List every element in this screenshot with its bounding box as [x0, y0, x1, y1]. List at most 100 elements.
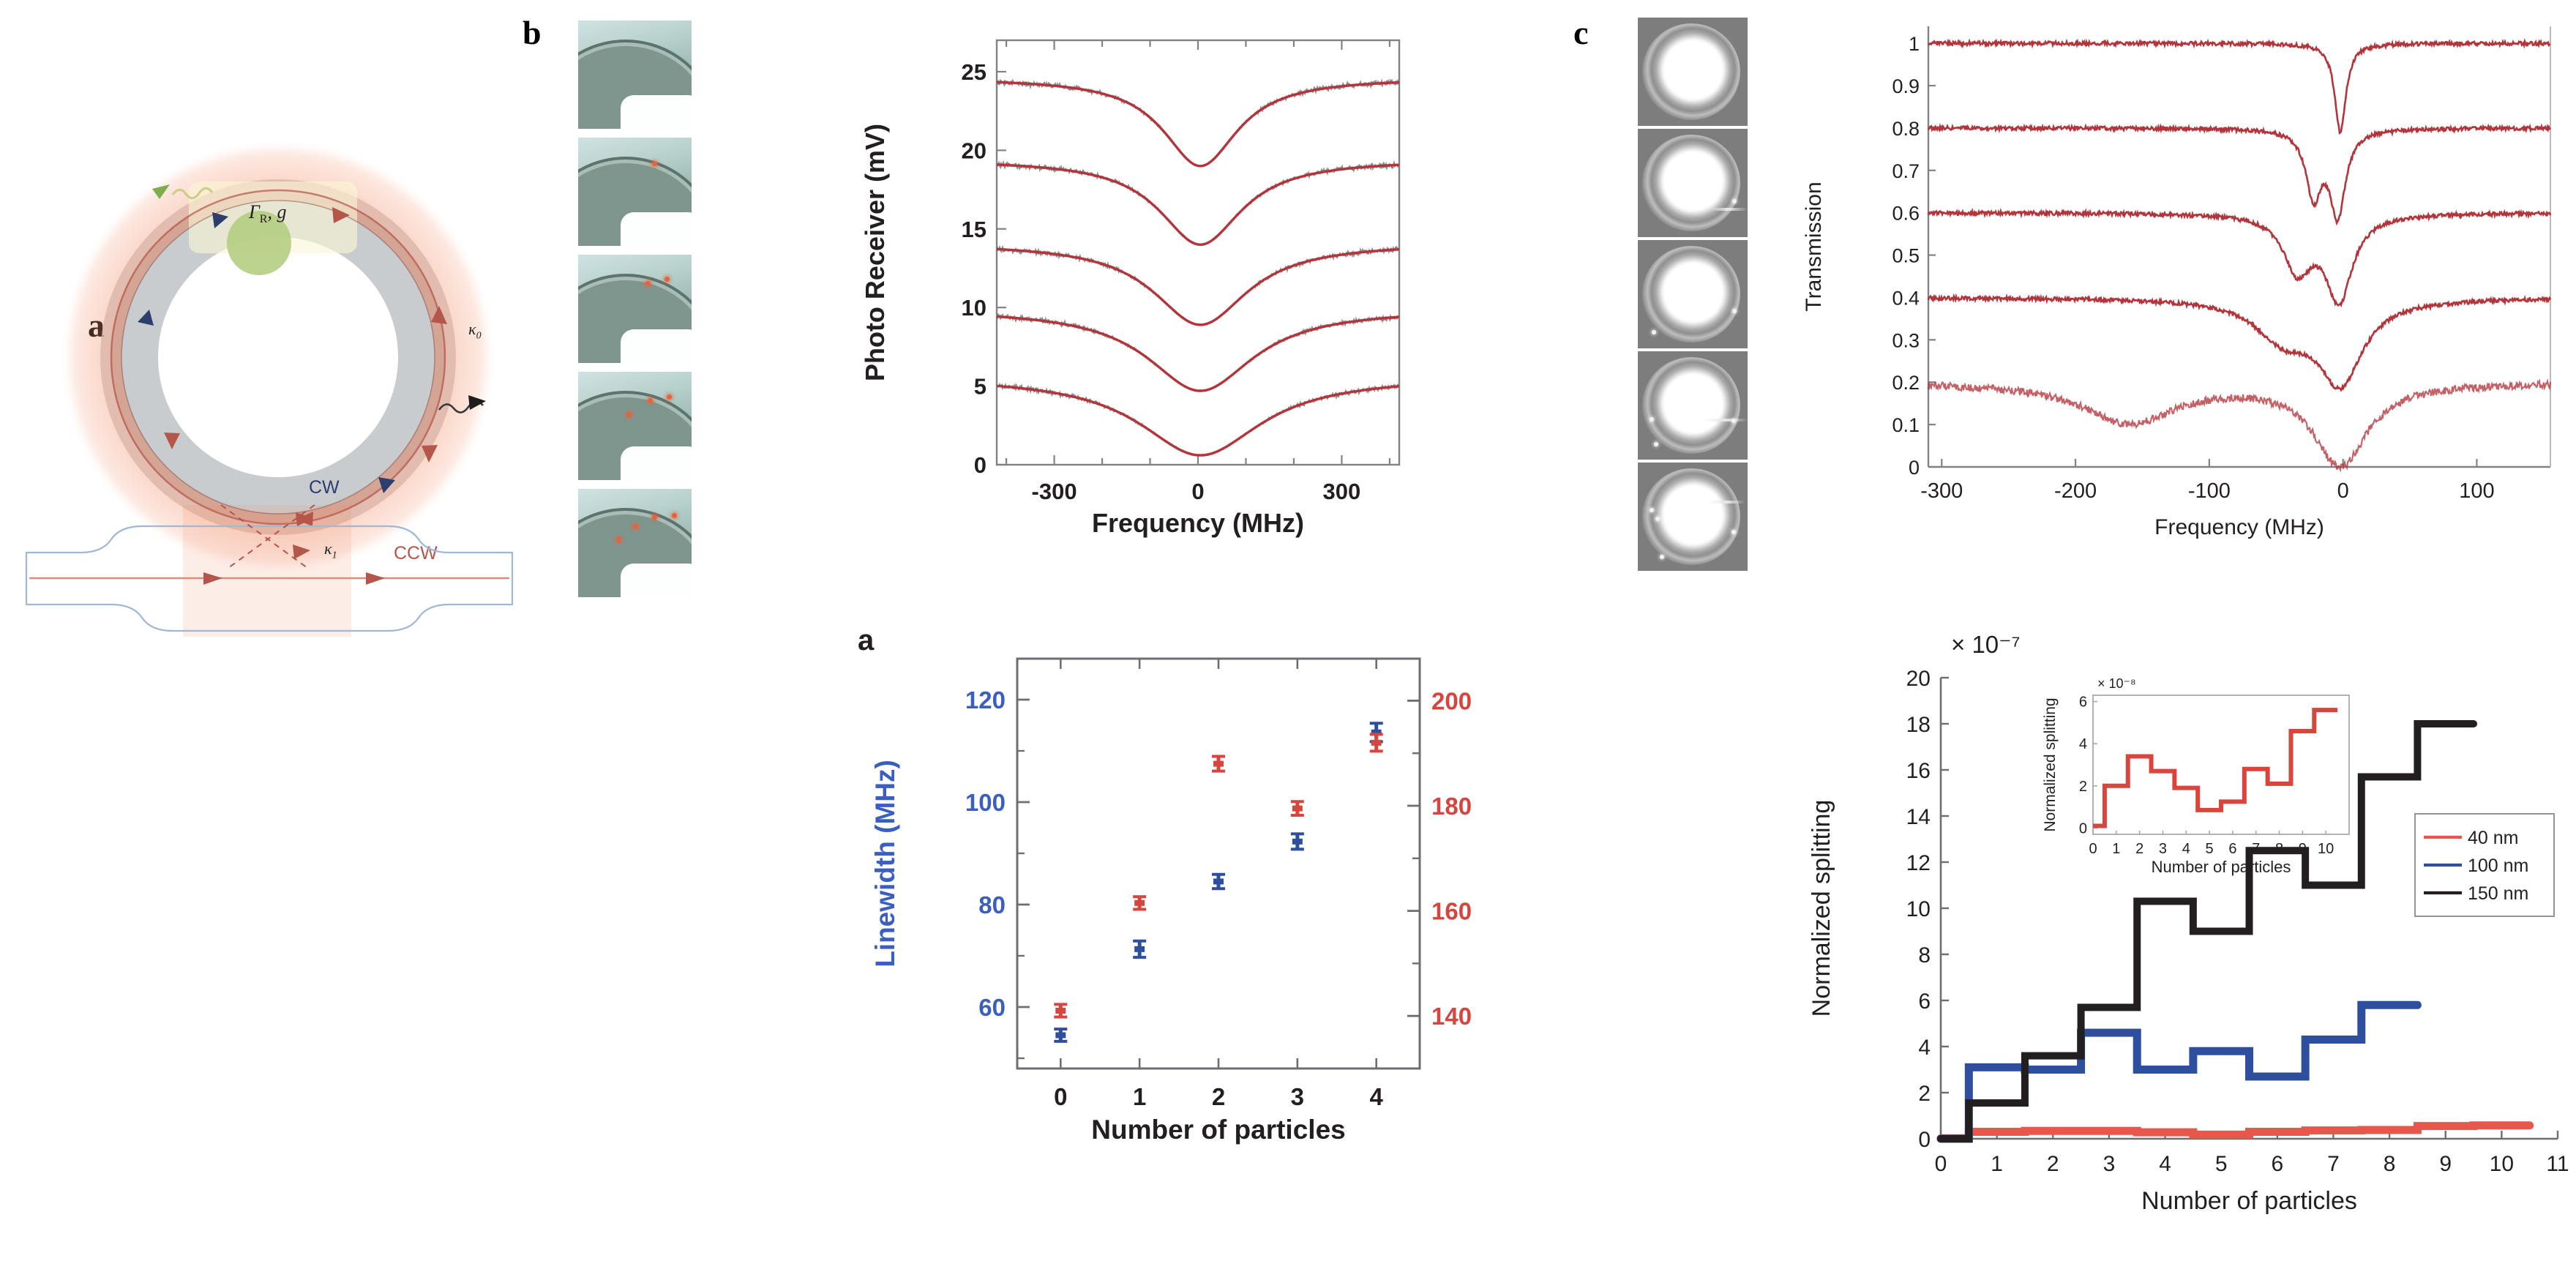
panel-a-vector-overlay [25, 184, 514, 632]
scatterer-particle [616, 537, 621, 542]
cw-arrowheads [138, 212, 395, 493]
legend-label: 100 nm [2468, 856, 2528, 876]
y-tick-label: 20 [1906, 667, 1931, 691]
gamma-g-label: ΓR, g [249, 201, 286, 226]
microtoroid-halo [1642, 23, 1740, 120]
inset-x-tick-label: 2 [2135, 841, 2143, 857]
y-tick-label: 10 [962, 295, 986, 321]
kappa1-label: κ1 [324, 539, 337, 561]
panel-b-microscope-image [578, 489, 692, 597]
panel-c-letter: c [1573, 14, 1589, 51]
splitting-step-40-nm [1936, 1121, 2534, 1142]
y-axis-title: Normalized splitting [1808, 800, 1835, 1017]
y-axis-exponent: × 10⁻⁷ [1951, 631, 2021, 658]
photo-receiver-fit-trace [996, 384, 1399, 457]
scatterer-particle [667, 394, 672, 400]
normalized-splitting-chart: × 10⁻⁷ 0 2 4 6 8 10 12 14 16 18 20 0 1 2 3 4 5 6 7 8 9 10 11 Num… [1771, 607, 2576, 1276]
plot-frame [995, 39, 1401, 466]
left-y-tick-label: 80 [978, 891, 1006, 918]
y-tick-label: 10 [1906, 897, 1931, 921]
transmission-trace [1927, 378, 2552, 473]
panel-b-microscope-image [578, 20, 692, 129]
y-tick-label: 0.8 [1892, 118, 1920, 140]
scatterer-particle [1650, 417, 1654, 422]
microtoroid-halo [1642, 357, 1740, 454]
inset-x-tick-label: 7 [2252, 841, 2260, 857]
kappa1-symbol: κ [324, 539, 332, 558]
inset-x-tick-label: 0 [2089, 841, 2097, 857]
linewidth-chart: a 0 1 2 3 4 60 80 100 120 140 160 180 200 Number of pa… [842, 615, 1500, 1273]
scatterer-particle [633, 524, 638, 529]
panel-c-photo-strip [1638, 18, 1748, 574]
y-tick-label: 12 [1906, 851, 1931, 875]
y-tick-label: 25 [962, 59, 986, 85]
left-y-tick-label: 120 [965, 686, 1006, 714]
scatterer-particle [645, 281, 651, 286]
scatterer-particle [652, 161, 657, 166]
right-y-tick-label: 140 [1431, 1003, 1472, 1030]
y-tick-label: 16 [1906, 759, 1931, 783]
x-tick-label: 2 [1212, 1083, 1225, 1110]
y-tick-label: 15 [962, 217, 986, 242]
y-tick-label: 0.3 [1892, 329, 1920, 351]
x-tick-label: 1 [1133, 1083, 1146, 1110]
y-tick-label: 0.4 [1892, 287, 1920, 309]
linewidth-point [1369, 733, 1383, 753]
scatterer-particle [1732, 199, 1737, 203]
photo-receiver-fit-trace [997, 247, 1400, 326]
y-tick-label: 0.6 [1892, 203, 1920, 225]
y-tick-label: 0.2 [1892, 372, 1920, 394]
y-tick-label: 0.5 [1892, 245, 1920, 267]
x-tick-label: 5 [2215, 1152, 2228, 1176]
linewidth-point [1054, 1028, 1068, 1043]
y-tick-label: 5 [974, 374, 986, 400]
photo-receiver-fit-trace [997, 81, 1400, 168]
cw-label: CW [309, 477, 340, 498]
x-tick-label: 9 [2439, 1152, 2452, 1176]
right-y-tick-label: 160 [1431, 898, 1472, 925]
scatterer-particle [1650, 508, 1654, 512]
y-tick-label: 2 [1918, 1082, 1931, 1106]
inset-y-tick-label: 0 [2079, 820, 2087, 837]
scatterer-particle [1732, 309, 1737, 313]
legend-label: 150 nm [2468, 883, 2528, 904]
photo-receiver-data-trace [995, 244, 1401, 326]
microtoroid-halo [1642, 246, 1740, 343]
fiber-streak [1702, 419, 1748, 422]
ring-inner-hole [158, 237, 398, 477]
panel-c-microscope-image [1638, 129, 1748, 237]
x-tick-label: 2 [2047, 1152, 2059, 1176]
left-y-tick-label: 100 [965, 789, 1006, 816]
linewidth-point [1054, 1003, 1068, 1019]
panel-b-microscope-image [578, 138, 692, 246]
linewidth-point [1290, 832, 1304, 851]
scatterer-particle [672, 513, 677, 518]
right-y-tick-label: 180 [1431, 793, 1472, 820]
microtoroid-halo [1642, 135, 1740, 231]
photo-receiver-data-trace [995, 312, 1400, 392]
photo-receiver-chart: -300 0 300 0 5 10 15 20 25 Frequency (MHz) Photo R… [842, 0, 1420, 615]
panel-b-letter: b [523, 14, 542, 51]
x-tick-label: 300 [1323, 479, 1361, 504]
splitting-legend: 40 nm 100 nm 150 nm [2414, 813, 2555, 917]
x-tick-label: 100 [2459, 479, 2494, 503]
gamma-subscript: R [259, 213, 268, 226]
inset-step-trace [2093, 708, 2338, 828]
y-axis-title: Transmission [1802, 181, 1826, 311]
linewidth-point [1212, 755, 1225, 773]
scatterer-particle [1731, 530, 1736, 534]
right-y-tick-label: 200 [1431, 687, 1472, 714]
linewidth-point [1133, 895, 1147, 911]
y-tick-label: 8 [1918, 943, 1931, 968]
linewidth-svg: a 0 1 2 3 4 60 80 100 120 140 160 180 200 Number of pa… [858, 624, 1472, 1145]
inset-x-tick-label: 1 [2112, 841, 2120, 857]
photo-receiver-data-trace [996, 160, 1400, 247]
inset-x-tick-label: 9 [2299, 841, 2307, 857]
linewidth-point [1290, 800, 1304, 817]
emitter-particle-icon [227, 211, 291, 275]
inset-x-tick-label: 3 [2159, 841, 2167, 857]
y-axis-title: Linewidth (MHz) [870, 760, 900, 968]
inset-y-tick-label: 6 [2079, 695, 2087, 711]
transmission-chart: 0 0.1 0.2 0.3 0.4 0.5 0.6 0.7 0.8 0.9 1 -300 -200 -10… [1771, 0, 2576, 607]
